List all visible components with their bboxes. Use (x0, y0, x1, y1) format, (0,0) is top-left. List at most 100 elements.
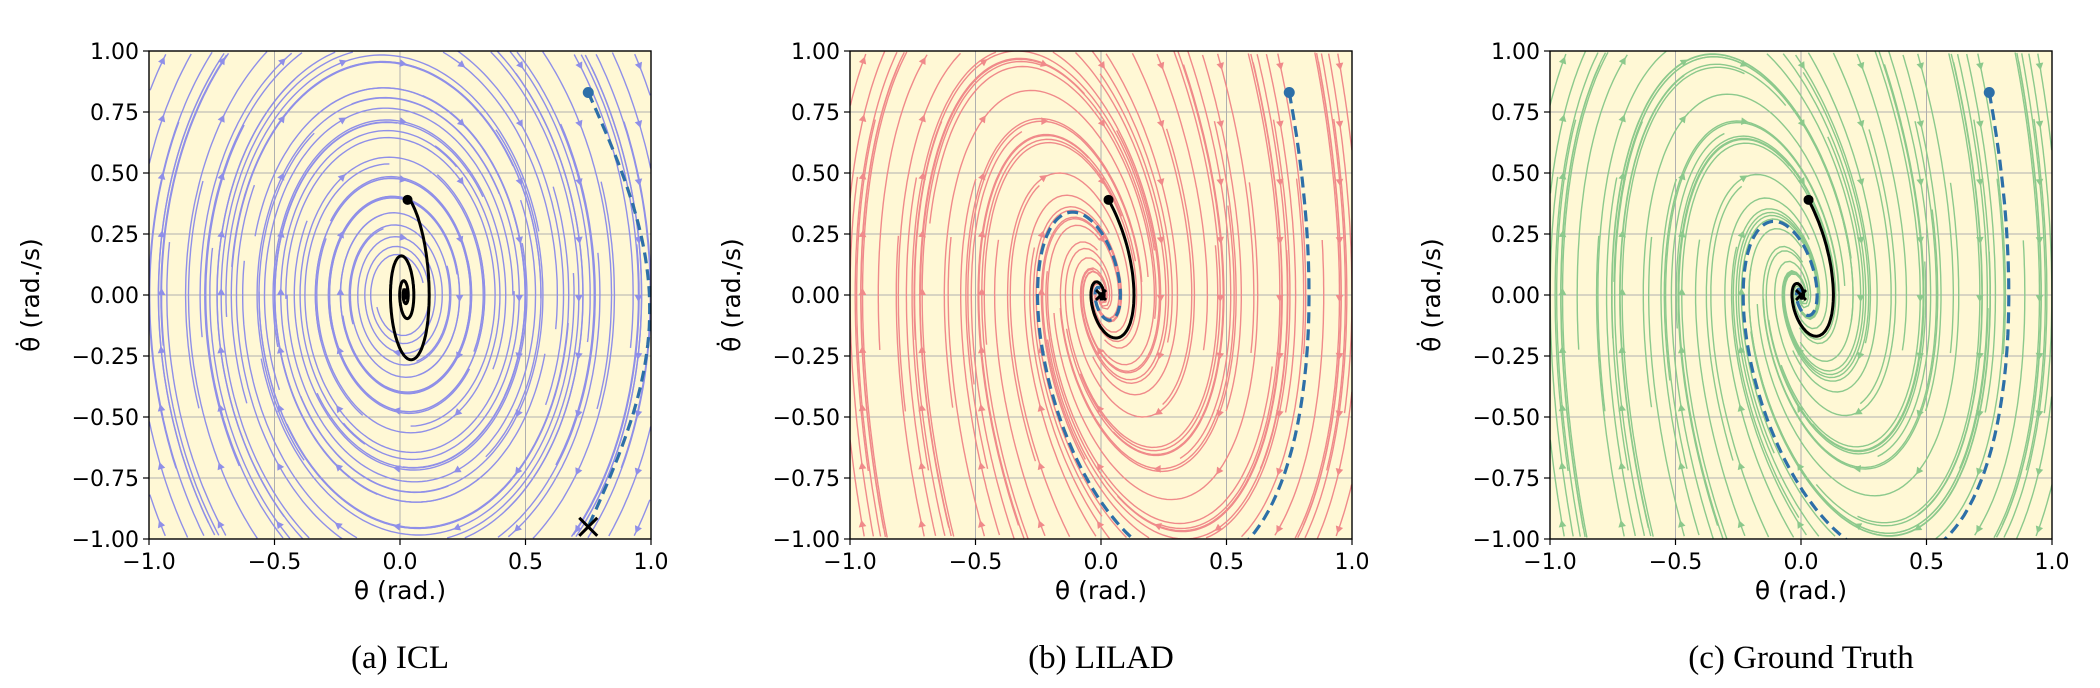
streamline (1724, 197, 1810, 538)
streamline (1216, 53, 1255, 354)
streamline-arrow (1558, 114, 1567, 123)
streamline-arrow (2035, 62, 2044, 71)
y-tick-label: −0.25 (72, 345, 139, 370)
streamline-arrow (575, 524, 583, 533)
streamline (2015, 396, 2052, 539)
streamline (149, 494, 166, 537)
streamline (496, 51, 584, 512)
x-tick-label: 0.0 (1784, 550, 1819, 575)
streamline-arrow (217, 520, 225, 529)
reference-trajectory (389, 199, 431, 362)
streamline-arrow (1276, 178, 1284, 187)
streamline-arrow (575, 467, 583, 476)
streamline-arrow (1097, 463, 1105, 472)
streamline-arrow (918, 461, 926, 470)
streamline (1240, 178, 1305, 538)
x-tick-label: −0.5 (949, 550, 1002, 575)
streamline-arrow (1335, 178, 1344, 187)
start-marker (582, 86, 594, 98)
streamline (289, 60, 542, 458)
streamline-arrow (1677, 288, 1686, 295)
streamline-arrow (1154, 407, 1163, 416)
streamline (1304, 118, 1348, 539)
streamline-arrow (1216, 409, 1224, 418)
streamline (1071, 128, 1196, 418)
streamline (187, 180, 258, 539)
streamline (1316, 391, 1352, 539)
streamline (1302, 52, 1342, 526)
streamline-arrow (1097, 176, 1105, 185)
x-tick-label: 0.0 (1084, 550, 1119, 575)
streamline (1052, 51, 1162, 374)
streamline-arrow (277, 462, 285, 471)
y-axis-label: θ̇ (rad./s) (716, 238, 746, 352)
streamline-arrow (276, 288, 285, 295)
start-marker (1283, 86, 1295, 98)
streamline (1780, 51, 1921, 448)
streamline-arrow (1335, 467, 1344, 476)
streamline-arrow (157, 230, 166, 238)
streamline (850, 51, 886, 199)
streamline-arrow (977, 230, 986, 238)
streamline-arrow (1678, 520, 1686, 528)
streamline-arrow (1856, 351, 1865, 360)
streamline-arrow (338, 59, 347, 67)
streamline-arrow (393, 407, 401, 415)
streamline-arrow (858, 461, 867, 470)
streamline-arrow (1216, 120, 1224, 128)
y-tick-label: 0.00 (90, 284, 139, 309)
streamline-arrow (1737, 288, 1746, 295)
streamline-arrow (277, 172, 285, 181)
panel-caption: (c) Ground Truth (1688, 640, 1914, 676)
streamline-arrow (634, 525, 642, 534)
streamline-arrow (217, 57, 225, 66)
streamline-arrow (454, 408, 463, 416)
streamline-arrow (1618, 230, 1626, 238)
streamline-arrow (1797, 520, 1805, 529)
streamline-arrow (1097, 234, 1105, 243)
streamline (2021, 53, 2046, 471)
y-tick-label: 0.25 (1491, 223, 1540, 248)
streamline-arrow (1156, 295, 1165, 302)
streamlines (149, 51, 651, 539)
streamline (1792, 52, 1878, 393)
streamline-arrow (334, 522, 343, 530)
y-tick-label: −0.75 (72, 467, 139, 492)
streamline (1705, 173, 1828, 461)
y-tick-label: 0.75 (90, 101, 139, 126)
streamline (978, 134, 1090, 539)
streamline (1681, 142, 1822, 539)
streamline-arrow (1558, 56, 1567, 65)
streamline-arrow (1097, 521, 1105, 529)
x-tick-label: 0.5 (1209, 550, 1244, 575)
streamline (1660, 178, 1700, 536)
streamline-arrow (1157, 61, 1165, 70)
streamline-arrow (1156, 236, 1165, 244)
streamline (1550, 51, 1587, 194)
streamline-arrow (516, 60, 524, 69)
end-marker (1094, 288, 1108, 302)
streamline-arrow (1216, 295, 1225, 302)
streamline (1219, 53, 1283, 517)
streamline-arrow (217, 462, 225, 471)
streamline (1781, 72, 1870, 382)
streamline-arrow (1677, 345, 1686, 354)
streamline (160, 54, 228, 346)
start-marker (1803, 194, 1814, 205)
streamline-arrow (1097, 347, 1105, 356)
streamline-arrow (1037, 230, 1046, 239)
start-marker (1103, 194, 1114, 205)
y-tick-label: 1.00 (1491, 40, 1540, 65)
streamline (860, 51, 905, 529)
streamline (1032, 205, 1123, 517)
streamline-arrow (1558, 461, 1567, 470)
streamline-arrow (455, 295, 464, 302)
streamline-arrow (1737, 462, 1746, 471)
streamline (1935, 178, 2005, 539)
streamline-arrow (1097, 61, 1105, 69)
streamline (970, 131, 1023, 539)
streamline-arrow (217, 288, 226, 295)
streamline-arrow (1216, 352, 1225, 360)
streamline-arrow (1335, 525, 1344, 534)
y-tick-label: 0.00 (791, 284, 840, 309)
